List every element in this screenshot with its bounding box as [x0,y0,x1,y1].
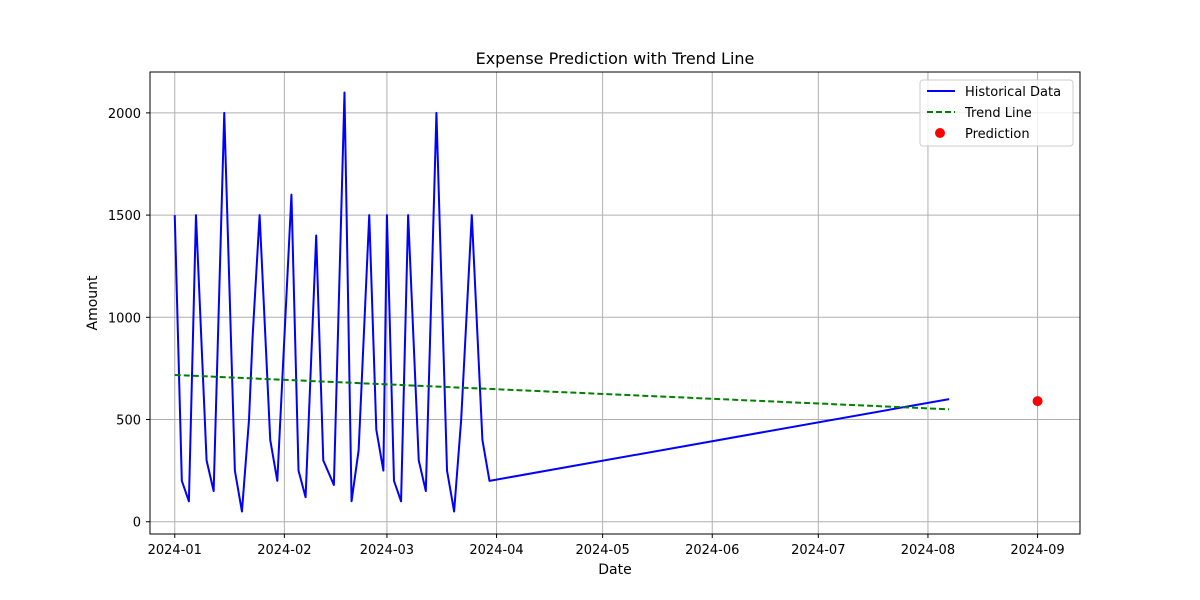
legend-prediction-swatch [935,128,945,138]
y-tick-label: 2000 [108,107,141,122]
prediction-point [1032,396,1043,407]
x-tick-label: 2024-07 [791,543,845,558]
y-tick-label: 1500 [108,209,141,224]
trend-line [174,373,950,411]
x-tick-label: 2024-01 [148,543,202,558]
chart-title: Expense Prediction with Trend Line [476,49,755,68]
legend-trend-label: Trend Line [964,106,1032,121]
x-tick-label: 2024-09 [1010,543,1064,558]
x-tick-label: 2024-06 [685,543,739,558]
y-axis-label: Amount [85,275,101,331]
grid [150,72,1080,534]
historical-data-line [173,91,950,513]
x-tick-label: 2024-05 [575,543,629,558]
legend-box [919,79,1074,147]
y-tick-label: 0 [133,516,141,531]
x-tick-label: 2024-03 [360,543,414,558]
x-tick-label: 2024-02 [257,543,311,558]
x-axis: 2024-01 2024-02 2024-03 2024-04 2024-05 2024-… [148,534,1065,558]
x-tick-label: 2024-04 [469,543,523,558]
legend: Historical Data Trend Line Prediction [919,79,1074,147]
y-axis: 0 500 1000 1500 2000 [108,107,150,531]
x-axis-label: Date [598,562,631,578]
plot-frame [149,71,1081,535]
legend-historical-label: Historical Data [965,85,1061,100]
y-tick-label: 1000 [108,311,141,326]
legend-prediction-label: Prediction [965,127,1030,142]
y-tick-label: 500 [116,414,141,429]
x-tick-label: 2024-08 [901,543,955,558]
plot-area [173,91,1043,513]
